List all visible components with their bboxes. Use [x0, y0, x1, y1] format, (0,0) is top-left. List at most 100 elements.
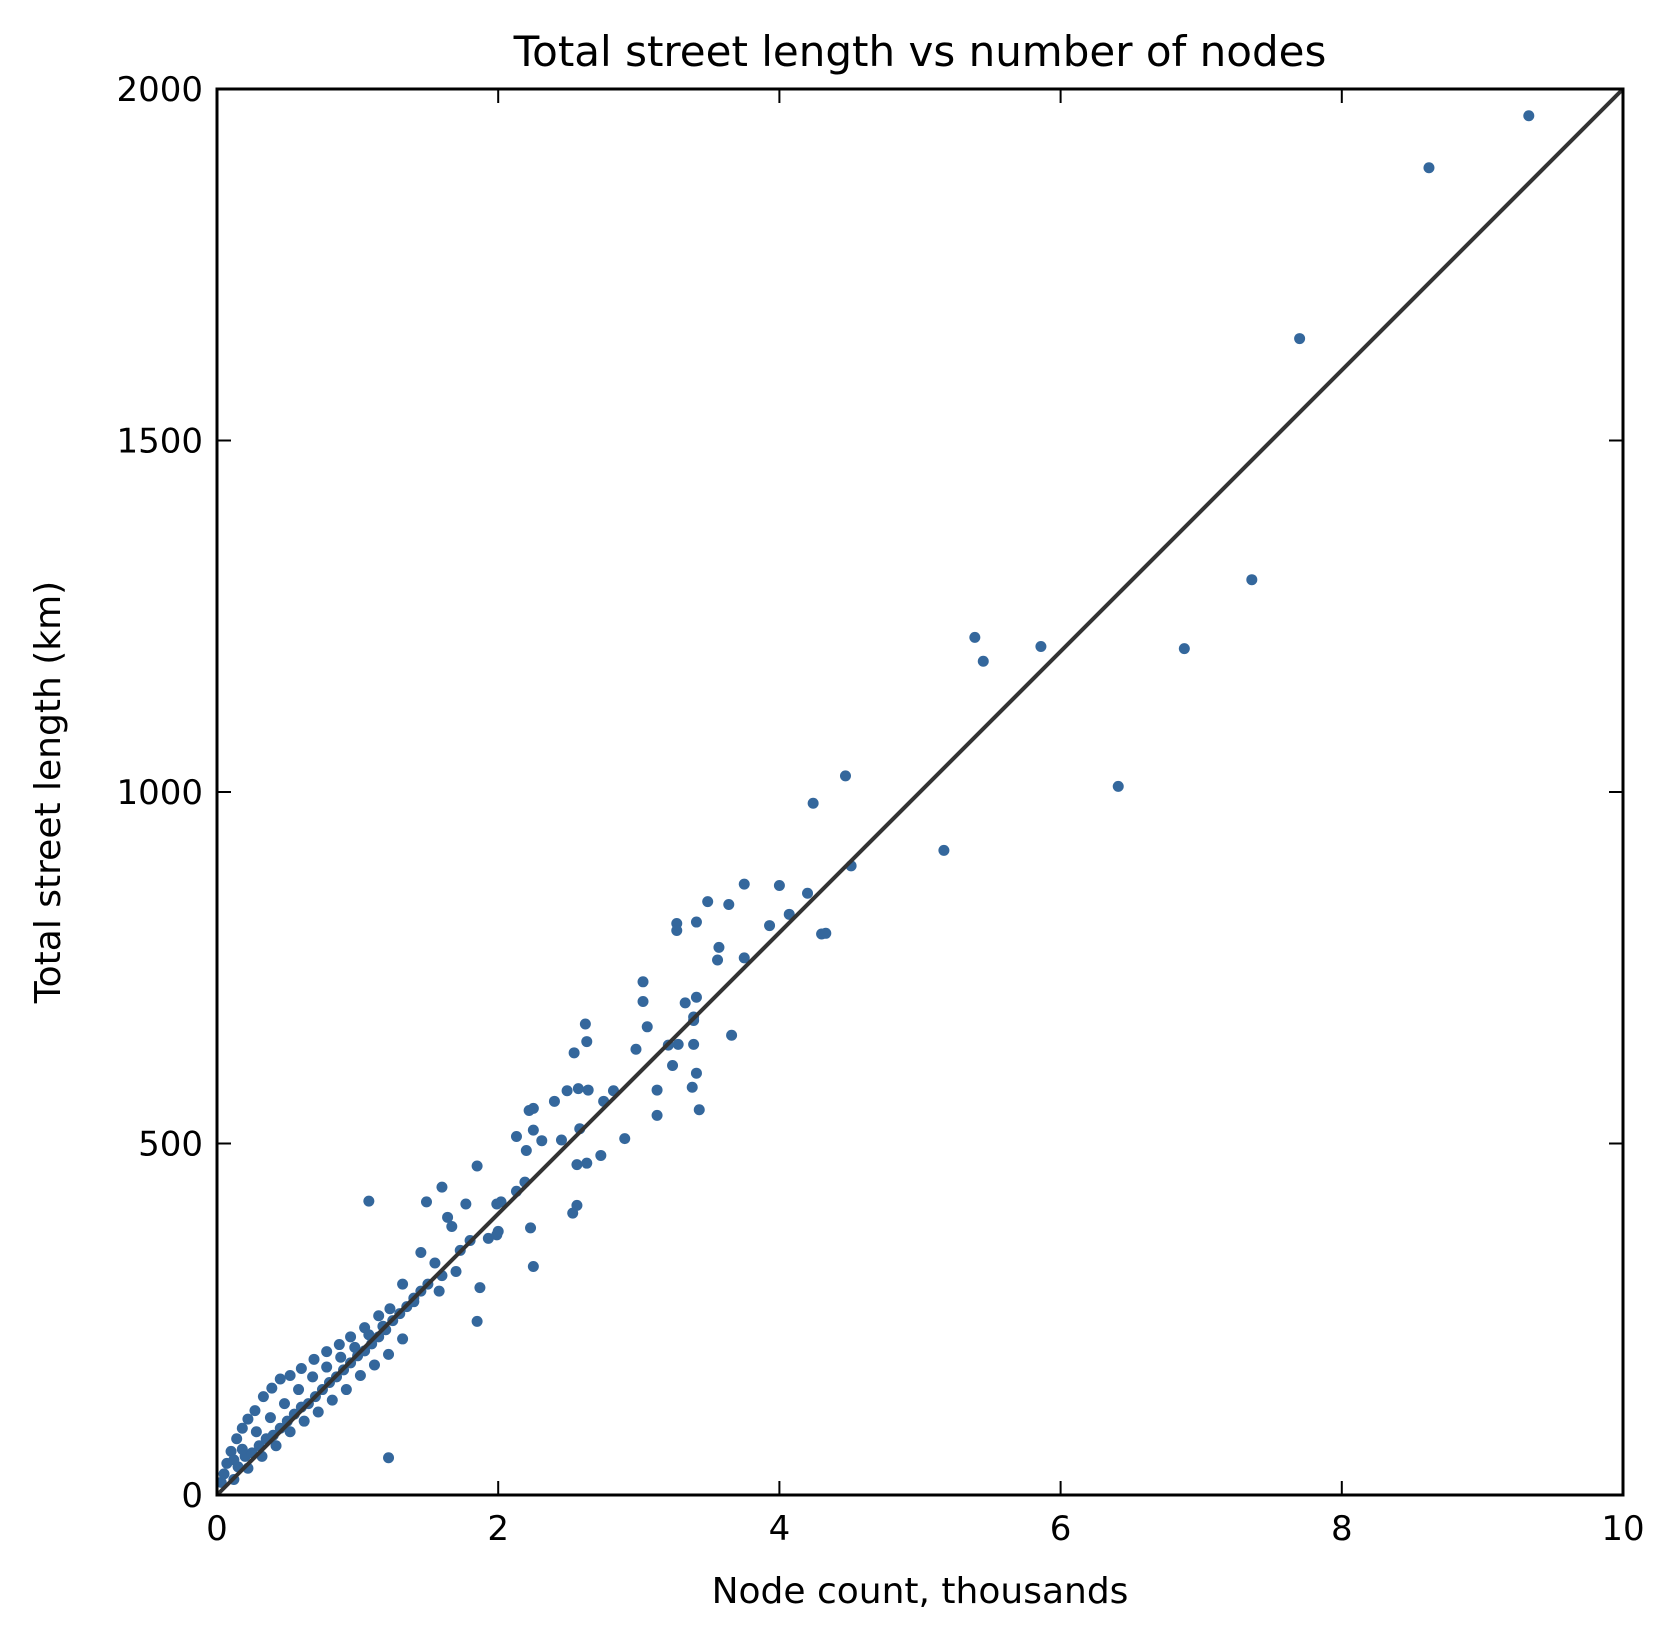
data-point [312, 1406, 324, 1418]
data-point [726, 1029, 738, 1041]
data-point [555, 1134, 567, 1146]
data-point [637, 995, 649, 1007]
data-point [764, 920, 776, 932]
data-point [383, 1348, 395, 1360]
data-point [637, 976, 649, 988]
data-point [236, 1443, 248, 1455]
data-point [274, 1373, 286, 1385]
data-point [363, 1195, 375, 1207]
data-point [307, 1371, 319, 1383]
data-point [335, 1351, 347, 1363]
x-tick-label: 10 [1601, 1509, 1644, 1549]
data-point [572, 1083, 584, 1095]
data-point [298, 1415, 310, 1427]
data-point [527, 1124, 539, 1136]
data-point [321, 1361, 333, 1373]
data-point [520, 1145, 532, 1157]
data-point [839, 770, 851, 782]
data-point [354, 1369, 366, 1381]
data-point [523, 1104, 535, 1116]
data-point [595, 1149, 607, 1161]
fit-line-layer [215, 87, 1625, 1497]
data-point [474, 1282, 486, 1294]
data-point [969, 631, 981, 643]
data-point [783, 908, 795, 920]
data-point [228, 1454, 240, 1466]
data-point [293, 1384, 305, 1396]
data-point [723, 898, 735, 910]
data-point [1035, 640, 1047, 652]
data-point [686, 1081, 698, 1093]
data-point [242, 1413, 254, 1425]
x-tick-label: 0 [206, 1509, 228, 1549]
data-point [231, 1433, 243, 1445]
data-point [525, 1222, 537, 1234]
data-point [567, 1207, 579, 1219]
chart-title: Total street length vs number of nodes [513, 27, 1327, 76]
data-point [738, 952, 750, 964]
ticks-layer: 0 2 4 6 8 10 0 500 1000 1500 2000 [116, 70, 1644, 1549]
data-point [672, 1038, 684, 1050]
data-point [333, 1339, 345, 1351]
data-point [938, 844, 950, 856]
x-tick-label: 2 [487, 1509, 509, 1549]
data-point [693, 1104, 705, 1116]
data-point [1523, 110, 1535, 122]
data-point [218, 1468, 230, 1480]
data-point [397, 1333, 409, 1345]
data-point [295, 1362, 307, 1374]
data-point [433, 1285, 445, 1297]
data-point [482, 1232, 494, 1244]
data-point [420, 1196, 432, 1208]
data-point [415, 1246, 427, 1258]
data-point [561, 1085, 573, 1097]
data-point [383, 1452, 395, 1464]
data-point [548, 1095, 560, 1107]
data-point [702, 896, 714, 908]
data-point [384, 1303, 396, 1315]
y-tick-label: 1500 [116, 422, 203, 462]
data-point [582, 1084, 594, 1096]
data-point [773, 879, 785, 891]
x-tick-label: 4 [769, 1509, 791, 1549]
data-point [536, 1135, 548, 1147]
data-point [442, 1211, 454, 1223]
data-point [977, 655, 989, 667]
data-point [446, 1220, 458, 1232]
y-tick-label: 2000 [116, 70, 203, 110]
x-tick-label: 6 [1050, 1509, 1072, 1549]
data-point [326, 1394, 338, 1406]
data-point [471, 1160, 483, 1172]
data-point [802, 887, 814, 899]
x-tick-label: 8 [1331, 1509, 1353, 1549]
plot-frame [215, 87, 1625, 1497]
data-point [363, 1329, 375, 1341]
data-point [450, 1265, 462, 1277]
data-point [225, 1445, 237, 1457]
data-point [257, 1391, 269, 1403]
data-point [527, 1261, 539, 1273]
data-point [712, 954, 724, 966]
data-point [713, 941, 725, 953]
data-point [630, 1043, 642, 1055]
data-point [1178, 643, 1190, 655]
data-point [690, 1067, 702, 1079]
data-point [436, 1181, 448, 1193]
data-point [579, 1018, 591, 1030]
fit-line [215, 87, 1625, 1497]
data-point [429, 1257, 441, 1269]
data-point [568, 1047, 580, 1059]
data-point [460, 1198, 472, 1210]
x-axis-title: Node count, thousands [712, 1571, 1129, 1612]
data-point [397, 1278, 409, 1290]
data-point [581, 1036, 593, 1048]
data-point [471, 1315, 483, 1327]
data-point [270, 1440, 282, 1452]
data-point [510, 1130, 522, 1142]
data-point [738, 878, 750, 890]
data-point [492, 1225, 504, 1237]
data-point [820, 927, 832, 939]
data-point [264, 1412, 276, 1424]
